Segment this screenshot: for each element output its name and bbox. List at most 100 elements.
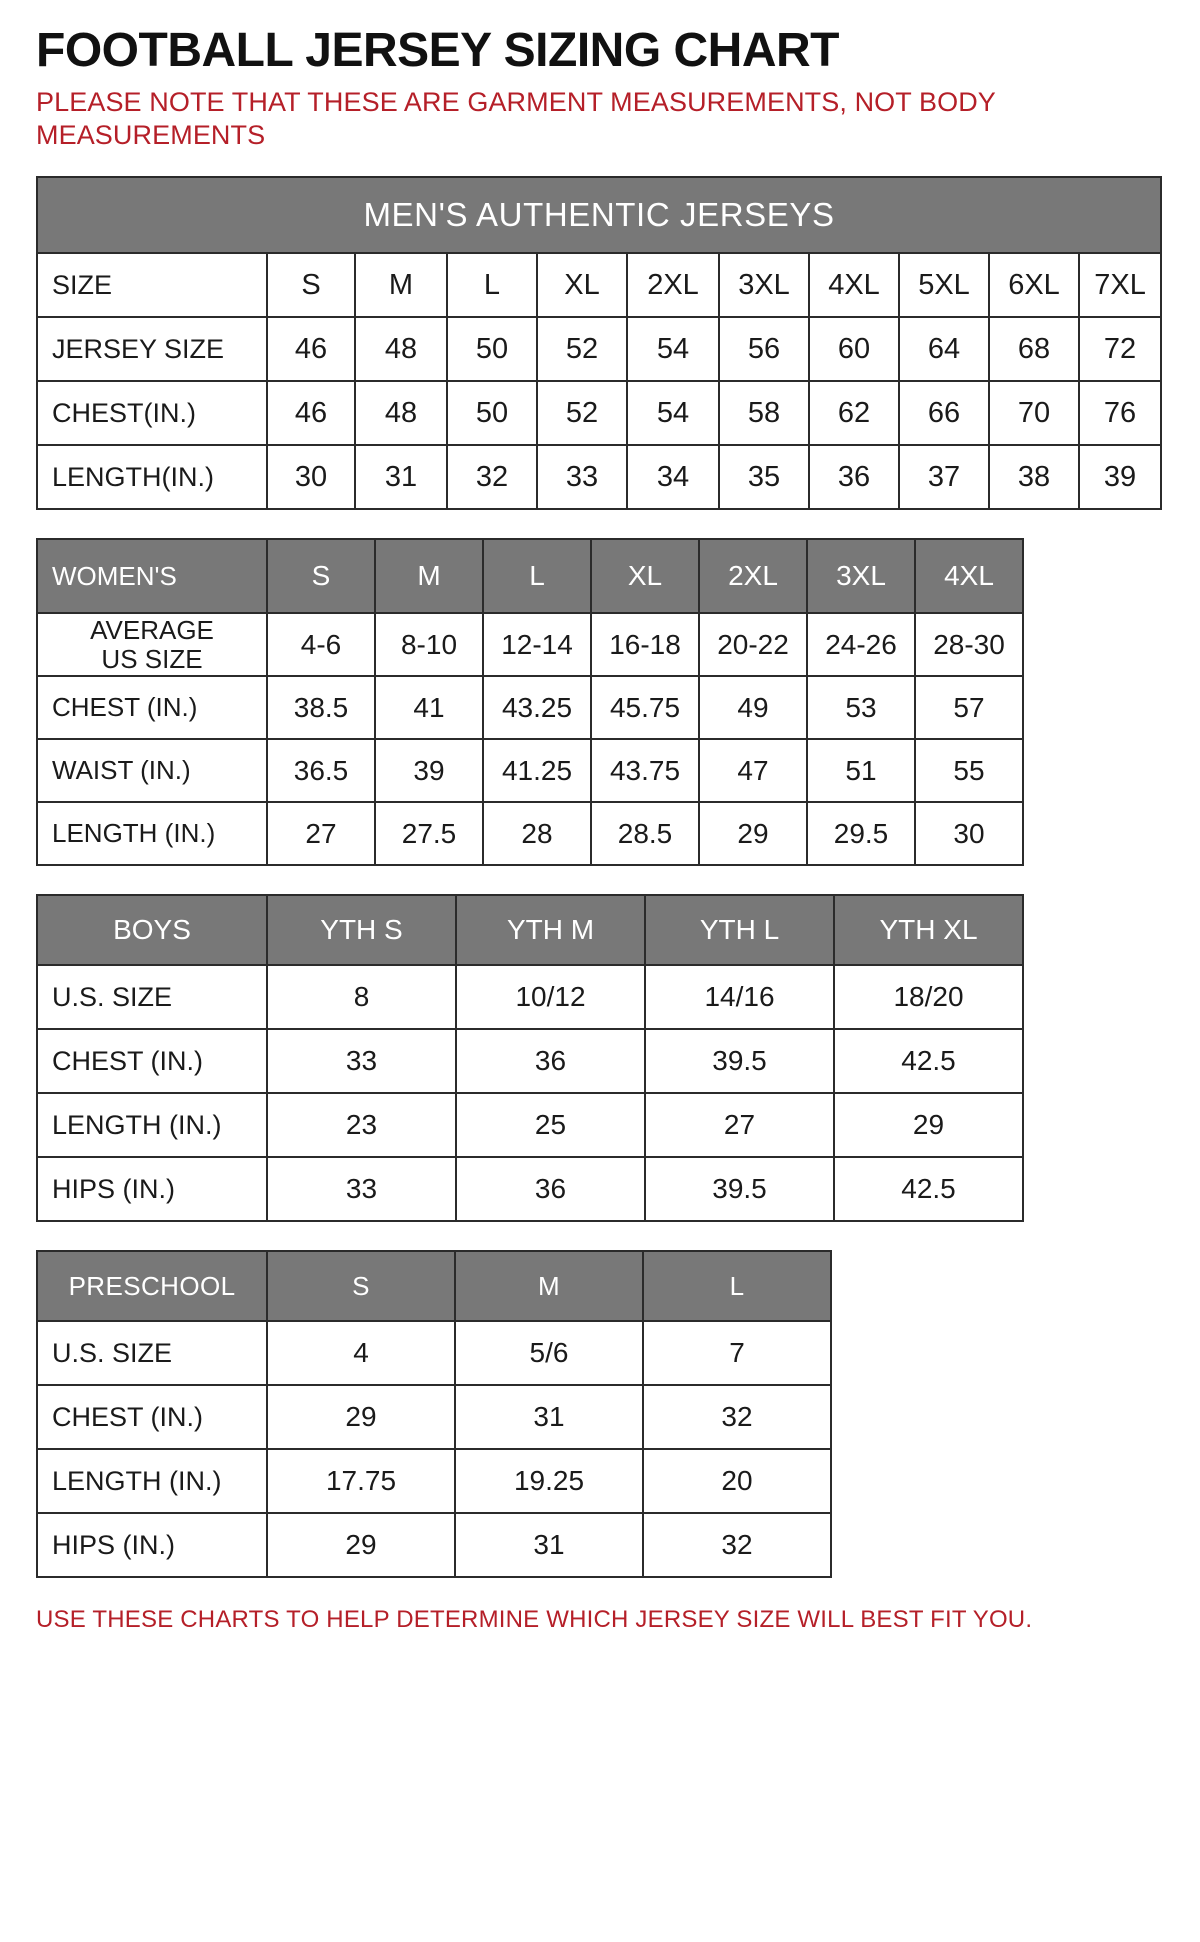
womens-row-label-length: LENGTH (IN.) [36,801,268,867]
table-cell: 62 [808,380,900,447]
table-cell: 58 [718,380,810,447]
table-cell: 19.25 [454,1448,644,1515]
mens-col-5xl: 5XL [898,252,990,319]
table-cell: 64 [898,316,990,383]
womens-col-2xl: 2XL [698,538,808,615]
table-cell: 41.25 [482,738,592,804]
table-cell: 37 [898,444,990,511]
table-cell: 33 [266,1156,457,1223]
boys-row-label-us-size: U.S. SIZE [36,964,268,1031]
table-cell: 51 [806,738,916,804]
mens-band-title: MEN'S AUTHENTIC JERSEYS [35,176,1163,255]
boys-row-label-length: LENGTH (IN.) [36,1092,268,1159]
table-cell: 5/6 [454,1320,644,1387]
table-row: AVERAGE US SIZE 4-6 8-10 12-14 16-18 20-… [36,612,1024,678]
boys-corner-label: BOYS [36,894,268,967]
mens-row-label-length: LENGTH(IN.) [36,444,268,511]
preschool-col-m: M [454,1250,644,1323]
table-cell: 54 [626,316,720,383]
table-cell: 48 [354,316,448,383]
mens-col-3xl: 3XL [718,252,810,319]
preschool-row-label-length: LENGTH (IN.) [36,1448,268,1515]
table-cell: 12-14 [482,612,592,678]
table-cell: 7 [642,1320,832,1387]
table-cell: 16-18 [590,612,700,678]
table-cell: 33 [266,1028,457,1095]
table-header-row: BOYS YTH S YTH M YTH L YTH XL [36,894,1024,967]
table-cell: 31 [454,1384,644,1451]
table-cell: 52 [536,316,628,383]
table-cell: 46 [266,380,356,447]
table-cell: 32 [642,1384,832,1451]
table-cell: 30 [266,444,356,511]
label-line-1: AVERAGE [90,614,214,645]
table-cell: 20 [642,1448,832,1515]
preschool-corner-label: PRESCHOOL [36,1250,268,1323]
table-row: JERSEY SIZE 46 48 50 52 54 56 60 64 68 7… [36,316,1163,383]
table-cell: 66 [898,380,990,447]
table-row: LENGTH (IN.) 17.75 19.25 20 [36,1448,832,1515]
table-cell: 36.5 [266,738,376,804]
mens-col-7xl: 7XL [1077,252,1163,319]
mens-corner-label: SIZE [36,252,268,319]
table-row: LENGTH (IN.) 23 25 27 29 [36,1092,1024,1159]
table-row: LENGTH(IN.) 30 31 32 33 34 35 36 37 38 3… [36,444,1163,511]
mens-col-4xl: 4XL [808,252,900,319]
preschool-row-label-hips: HIPS (IN.) [36,1512,268,1579]
table-row: LENGTH (IN.) 27 27.5 28 28.5 29 29.5 30 [36,801,1024,867]
preschool-sizing-table: PRESCHOOL S M L U.S. SIZE 4 5/6 7 CHEST … [36,1250,832,1579]
table-cell: 45.75 [590,675,700,741]
table-cell: 4 [266,1320,456,1387]
table-row: HIPS (IN.) 29 31 32 [36,1512,832,1579]
womens-sizing-table: WOMEN'S S M L XL 2XL 3XL 4XL AVERAGE US … [36,538,1024,867]
table-cell: 48 [354,380,448,447]
table-row: CHEST (IN.) 29 31 32 [36,1384,832,1451]
table-row: WAIST (IN.) 36.5 39 41.25 43.75 47 51 55 [36,738,1024,804]
table-row: CHEST (IN.) 33 36 39.5 42.5 [36,1028,1024,1095]
table-cell: 28 [482,801,592,867]
boys-col-yth-m: YTH M [455,894,646,967]
boys-col-yth-xl: YTH XL [833,894,1024,967]
table-cell: 31 [454,1512,644,1579]
womens-col-l: L [482,538,592,615]
table-cell: 55 [914,738,1024,804]
table-header-row: SIZE S M L XL 2XL 3XL 4XL 5XL 6XL 7XL [36,252,1163,319]
label-line-2: US SIZE [101,643,203,674]
table-cell: 70 [988,380,1080,447]
table-cell: 76 [1077,380,1163,447]
table-cell: 23 [266,1092,457,1159]
mens-col-s: S [266,252,356,319]
womens-col-xl: XL [590,538,700,615]
mens-col-m: M [354,252,448,319]
table-cell: 43.25 [482,675,592,741]
table-cell: 68 [988,316,1080,383]
mens-sizing-table: MEN'S AUTHENTIC JERSEYS SIZE S M L XL 2X… [35,176,1163,511]
preschool-col-s: S [266,1250,456,1323]
table-cell: 34 [626,444,720,511]
table-cell: 54 [626,380,720,447]
table-cell: 38.5 [266,675,376,741]
preschool-row-label-chest: CHEST (IN.) [36,1384,268,1451]
table-row: U.S. SIZE 8 10/12 14/16 18/20 [36,964,1024,1031]
table-cell: 50 [446,380,538,447]
table-cell: 27 [266,801,376,867]
table-cell: 28.5 [590,801,700,867]
table-row: CHEST(IN.) 46 48 50 52 54 58 62 66 70 76 [36,380,1163,447]
mens-col-6xl: 6XL [988,252,1080,319]
table-cell: 25 [455,1092,646,1159]
womens-col-3xl: 3XL [806,538,916,615]
table-cell: 8 [266,964,457,1031]
table-cell: 50 [446,316,538,383]
table-cell: 24-26 [806,612,916,678]
boys-row-label-chest: CHEST (IN.) [36,1028,268,1095]
table-cell: 41 [374,675,484,741]
boys-col-yth-l: YTH L [644,894,835,967]
mens-col-2xl: 2XL [626,252,720,319]
table-cell: 38 [988,444,1080,511]
womens-col-m: M [374,538,484,615]
table-cell: 49 [698,675,808,741]
footer-note: USE THESE CHARTS TO HELP DETERMINE WHICH… [36,1606,1033,1634]
womens-row-label-waist: WAIST (IN.) [36,738,268,804]
preschool-row-label-us-size: U.S. SIZE [36,1320,268,1387]
table-cell: 46 [266,316,356,383]
